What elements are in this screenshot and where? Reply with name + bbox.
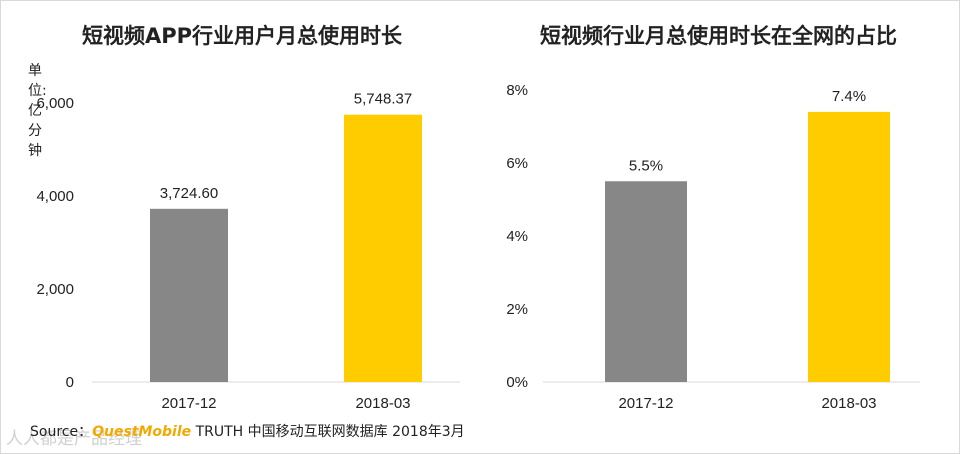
right-y-tick-label: 6%	[506, 155, 528, 172]
left-y-tick-label: 4,000	[36, 188, 74, 205]
left-category-label: 2018-03	[355, 395, 410, 412]
source-brand: QuestMobile	[92, 424, 192, 440]
source-prefix: Source：	[30, 424, 93, 440]
left-y-tick-label: 0	[66, 374, 74, 391]
source-rest: TRUTH 中国移动互联网数据库 2018年3月	[191, 424, 465, 440]
right-y-tick-label: 0%	[506, 374, 528, 391]
left-y-tick-label: 2,000	[36, 281, 74, 298]
left-y-tick-label: 6,000	[36, 95, 74, 112]
left-bar-2018-03	[344, 114, 422, 382]
right-category-label: 2017-12	[618, 395, 673, 412]
right-bar-2018-03	[808, 111, 890, 383]
left-bar-2017-12	[150, 208, 228, 382]
right-y-tick-label: 4%	[506, 228, 528, 245]
left-data-label: 3,724.60	[160, 185, 218, 202]
right-data-label: 7.4%	[832, 88, 866, 105]
left-category-label: 2017-12	[161, 395, 216, 412]
left-data-label: 5,748.37	[354, 91, 412, 108]
watermark: 人人都是产品经理	[6, 429, 142, 449]
right-y-tick-label: 8%	[506, 82, 528, 99]
right-data-label: 5.5%	[629, 157, 663, 174]
right-bar-2017-12	[605, 181, 687, 382]
chart-left-unit-label: 单位: 亿分钟	[28, 63, 47, 159]
source-note: Source：QuestMobile TRUTH 中国移动互联网数据库 2018…	[30, 421, 465, 441]
right-y-tick-label: 2%	[506, 301, 528, 318]
chart-left-plot: 0 2,000 4,000 6,000 3,724.60 2017-12 5,748.37 2…	[36, 91, 460, 412]
right-category-label: 2018-03	[821, 395, 876, 412]
chart-right-title: 短视频行业月总使用时长在全网的占比	[540, 24, 897, 48]
chart-left-title: 短视频APP行业用户月总使用时长	[82, 24, 403, 48]
